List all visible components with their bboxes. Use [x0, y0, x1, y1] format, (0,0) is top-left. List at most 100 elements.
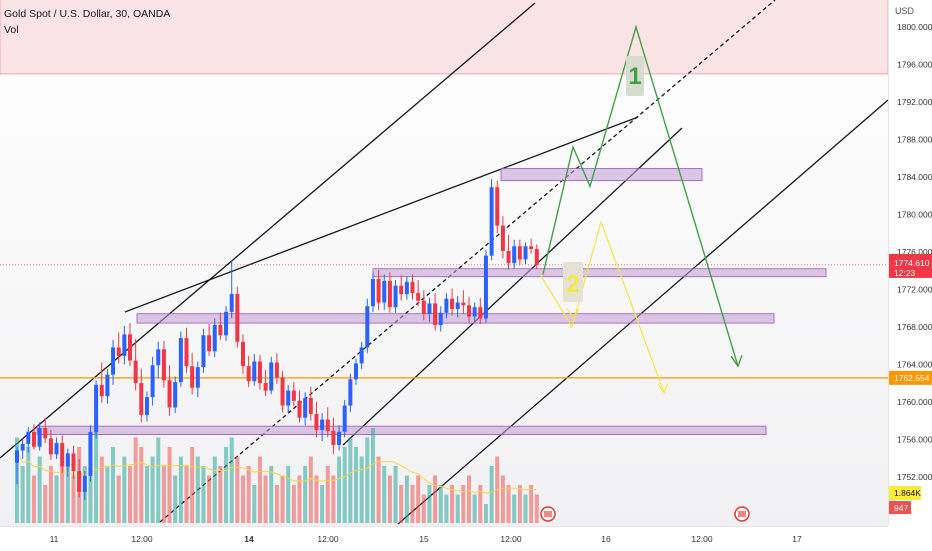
price-tick-label: 1788.000 [897, 134, 932, 144]
volume-bar [399, 485, 404, 523]
volume-bar [444, 494, 449, 523]
candle-body [291, 390, 296, 401]
candle-body [506, 250, 511, 264]
candle-body [65, 453, 70, 467]
volume-bar [303, 466, 308, 523]
volume-ma-value: 1.864K [894, 488, 921, 498]
time-tick-label: 11 [50, 534, 59, 544]
candle-body [71, 453, 76, 472]
candle-body [37, 428, 42, 447]
volume-value: 947 [894, 503, 908, 513]
candle-body [178, 338, 183, 383]
candle-body [495, 187, 500, 226]
candle-body [478, 307, 483, 319]
volume-bar [150, 456, 155, 523]
price-tick-label: 1792.000 [897, 97, 932, 107]
candle-body [26, 431, 31, 444]
current-price-tag [889, 253, 932, 278]
level-price-value: 1762.554 [894, 373, 930, 383]
current-price-value: 1774.610 [894, 258, 930, 268]
scenario-2-path [539, 219, 665, 393]
candle-body [128, 334, 132, 361]
candle-body [529, 246, 534, 250]
candle-body [212, 324, 217, 352]
candle-body [427, 303, 432, 314]
volume-bar [116, 475, 121, 523]
candle-body [314, 413, 319, 430]
volume-bar [286, 466, 291, 523]
volume-bar [365, 437, 370, 523]
candle-body [483, 255, 488, 319]
volume-bar [133, 437, 138, 523]
volume-bar [438, 485, 443, 523]
far-channel-line [397, 99, 888, 525]
volume-bar [376, 456, 381, 523]
volume-bar [252, 485, 257, 523]
volume-label: Vol [4, 24, 19, 36]
price-axis[interactable]: USD 1800.000 1796.000 1792.000 1788.000 1784… [888, 0, 932, 526]
volume-bars [15, 428, 539, 523]
candle-body [54, 443, 59, 455]
volume-bar [139, 447, 144, 523]
candle-body [218, 324, 223, 336]
current-price-countdown: 12:23 [894, 268, 916, 278]
candle-body [410, 281, 415, 294]
volume-bar [500, 475, 505, 523]
volume-bar [190, 447, 195, 523]
time-axis[interactable]: 11 12:00 14 12:00 15 12:00 16 12:00 17 [0, 526, 888, 551]
candle-body [31, 431, 36, 447]
candle-body [156, 349, 161, 366]
volume-bar [178, 456, 183, 523]
candle-body [139, 383, 144, 415]
candle-body [207, 335, 212, 352]
volume-bar [195, 456, 200, 523]
candle-body [342, 405, 347, 432]
candle-body [387, 280, 392, 308]
volume-bar [450, 485, 455, 523]
candle-body [88, 431, 93, 476]
volume-bar [60, 456, 65, 523]
candle-body [116, 347, 121, 356]
candle-body [382, 280, 387, 303]
time-tick-label: 12:00 [500, 534, 522, 544]
candle-body [450, 298, 455, 310]
candle-body [370, 279, 375, 307]
candle-body [252, 361, 257, 382]
volume-bar [48, 466, 53, 523]
volume-bar [26, 447, 31, 523]
price-tick-label: 1796.000 [897, 59, 932, 69]
volume-bar [297, 475, 302, 523]
zone-box [500, 168, 703, 182]
candle-body [461, 302, 466, 306]
volume-bar [455, 494, 460, 523]
target-2-box [563, 262, 583, 302]
volume-bar [31, 475, 36, 523]
resistance-zone [0, 0, 888, 75]
volume-bar [184, 466, 189, 523]
candle-body [421, 300, 426, 314]
price-chart[interactable]: 12 [0, 0, 888, 526]
volume-bar [43, 485, 48, 523]
zone-box [136, 313, 775, 324]
candle-body [48, 438, 53, 455]
target-2-label: 2 [566, 271, 579, 298]
price-tick-label: 1768.000 [897, 322, 932, 332]
candle-body [257, 361, 262, 384]
candle-body [376, 279, 381, 303]
candle-body [308, 398, 313, 414]
price-axis-labels: 1800.000 1796.000 1792.000 1788.000 1784.000… [889, 22, 932, 514]
candle-body [393, 285, 398, 308]
candle-body [472, 307, 477, 317]
candle-body [144, 397, 149, 415]
volume-bar [291, 485, 296, 523]
volume-tag [889, 501, 911, 514]
candle-body [500, 225, 505, 251]
volume-bar [308, 456, 313, 523]
candle-body [274, 362, 279, 378]
price-tick-label: 1776.000 [897, 247, 932, 257]
candle-body [416, 293, 421, 301]
volume-bar [161, 466, 166, 523]
volume-bar [263, 475, 268, 523]
volume-bar [235, 456, 240, 523]
